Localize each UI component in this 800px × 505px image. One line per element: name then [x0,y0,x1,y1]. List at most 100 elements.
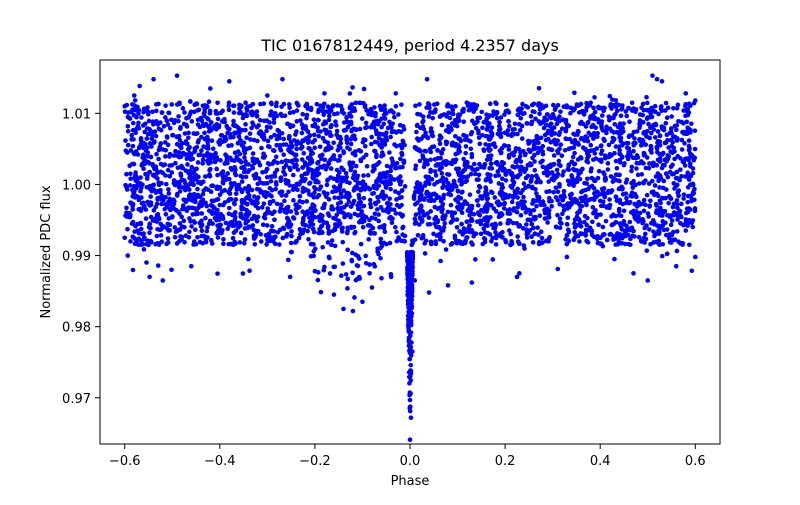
data-point [388,168,394,174]
data-point [683,219,689,224]
data-point [352,169,358,175]
data-point [569,159,575,165]
data-point [420,155,426,160]
data-point [663,120,669,126]
data-point [360,139,366,145]
data-point [651,240,656,245]
data-point [352,152,358,158]
data-point [534,173,539,178]
data-point [448,202,454,208]
data-point [243,174,249,180]
data-point [545,167,550,172]
data-point [303,187,309,192]
data-point [447,115,453,121]
data-point [277,135,282,141]
data-point [407,374,413,379]
data-point [180,206,186,212]
data-point [370,225,376,231]
data-point [420,209,425,214]
data-point [389,220,395,226]
data-point [644,223,649,228]
data-point [130,267,136,273]
data-point [636,235,642,240]
data-point [285,121,290,127]
data-point [363,214,369,220]
data-point [214,230,220,236]
data-point [273,186,278,192]
data-point [215,172,220,178]
data-point [190,212,196,217]
data-point [291,109,296,115]
data-point [251,173,257,178]
data-point [151,182,157,188]
data-point [204,203,210,209]
y-tick-label: 1.01 [62,107,91,122]
data-point [653,201,659,207]
data-point [673,176,679,181]
data-point [488,172,493,178]
data-point [127,163,132,168]
data-point [643,165,649,171]
data-point [674,123,680,128]
data-point [231,103,236,109]
data-point [685,207,691,213]
data-point [535,225,540,230]
data-point [417,158,423,164]
data-point [272,217,277,223]
data-point [536,140,541,146]
data-point [586,153,592,159]
data-point [681,192,687,197]
data-point [210,204,216,210]
data-point [378,236,384,242]
data-point [348,121,354,127]
data-point [627,119,632,125]
data-point [594,234,599,240]
data-point [583,134,588,139]
data-point [131,137,136,142]
data-point [332,195,338,200]
data-point [140,155,145,160]
data-point [387,150,392,155]
data-point [150,109,155,115]
data-point [612,121,618,127]
data-point [587,148,592,154]
data-point [547,198,552,204]
data-point [325,177,331,183]
data-point [537,213,543,219]
data-point [609,115,614,121]
data-point [250,163,255,169]
data-point [139,231,145,237]
data-point [407,397,413,403]
data-point [327,271,333,276]
data-point [130,219,136,225]
data-point [180,106,186,111]
data-point [619,130,624,136]
data-point [345,276,351,282]
data-point [637,210,643,216]
data-point [442,221,448,226]
data-point [352,230,357,236]
data-point [261,214,267,220]
data-point [159,180,164,186]
data-point [620,141,626,146]
data-point [626,200,632,206]
data-point [166,201,172,207]
data-point [151,208,157,213]
data-point [557,114,562,119]
data-point [672,186,677,191]
data-point [397,182,403,187]
data-point [651,229,656,234]
data-point [376,176,381,181]
data-point [250,223,256,228]
data-point [268,125,273,130]
data-point [301,227,307,232]
data-point [432,169,438,174]
data-point [689,152,695,158]
data-point [500,168,506,173]
data-point [329,123,334,128]
data-point [289,143,295,149]
data-point [186,170,191,176]
data-point [536,232,541,238]
data-point [321,220,327,225]
data-point [292,156,298,162]
